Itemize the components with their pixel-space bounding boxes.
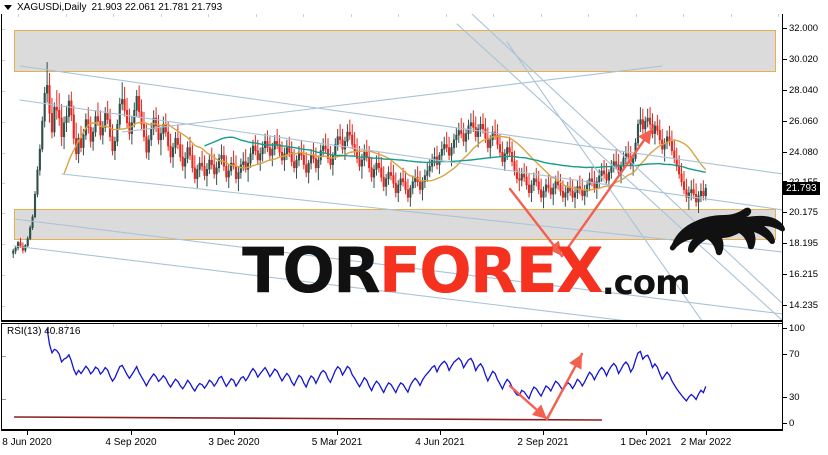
rsi-line [46, 328, 707, 402]
price-tick-label: 26.060 [783, 116, 818, 127]
grid-line-vertical [683, 324, 684, 429]
forecast-arrow-down[interactable] [508, 187, 564, 258]
rsi-tick-label: 70 [783, 350, 800, 360]
grid-line-horizontal [2, 29, 782, 31]
date-label: 3 Dec 2020 [208, 437, 260, 448]
grid-line-vertical [256, 324, 257, 429]
grid-line-vertical [18, 324, 19, 429]
candlestick-series [12, 62, 707, 259]
grid-line-vertical [303, 324, 304, 429]
rsi-series-layer [13, 328, 707, 421]
grid-line-vertical [778, 324, 779, 429]
forecast-arrow-up[interactable] [560, 127, 654, 258]
grid-line-vertical [636, 324, 637, 429]
price-scale[interactable]: 32.000 30.020 28.040 26.060 24.080 22.155 20.1… [783, 14, 828, 321]
symbol-header: XAGUSDi,Daily 21.903 22.061 21.781 21.79… [0, 0, 222, 15]
rsi-tick-label: 100 [783, 324, 805, 334]
grid-line-vertical [731, 324, 732, 429]
rsi-forecast-arrow-down[interactable] [508, 384, 549, 421]
grid-line-vertical [113, 324, 114, 429]
grid-line-vertical [351, 14, 352, 320]
date-tick [706, 431, 707, 435]
triangle-down-icon[interactable] [4, 5, 12, 10]
date-label: 8 Jun 2020 [2, 437, 52, 448]
price-tick-label: 22.155 [783, 177, 818, 188]
grid-line-vertical [256, 14, 257, 320]
price-tick-label: 20.175 [783, 208, 818, 218]
price-tick-label: 30.020 [783, 55, 818, 65]
grid-line-vertical [493, 324, 494, 429]
price-tick-label: 24.080 [783, 147, 818, 158]
grid-line-horizontal [2, 244, 782, 246]
date-tick [234, 431, 235, 435]
date-label: 4 Jun 2021 [415, 437, 465, 448]
grid-line-vertical [161, 324, 162, 429]
moving-average-slow [204, 136, 706, 173]
current-price-tag: 21.793 [783, 182, 820, 196]
rsi-level-line [2, 398, 782, 400]
date-axis: 8 Jun 2020 4 Sep 2020 3 Dec 2020 5 Mar 2021… [0, 431, 783, 455]
rsi-level-line [2, 356, 782, 358]
grid-line-vertical [541, 324, 542, 429]
grid-line-vertical [398, 324, 399, 429]
grid-line-horizontal [2, 305, 782, 307]
rsi-scale[interactable]: 100 70 30 0 [783, 323, 828, 430]
trendlines [13, 14, 782, 320]
grid-line-horizontal [2, 90, 782, 92]
price-chart-pane[interactable] [1, 14, 782, 321]
rsi-tick-label: 0 [783, 419, 794, 429]
rsi-indicator-label: RSI(13) 40.8716 [7, 326, 81, 337]
price-series-layer [12, 14, 782, 320]
date-label: 4 Sep 2020 [105, 437, 157, 448]
date-label: 2 Sep 2021 [517, 437, 569, 448]
grid-line-vertical [18, 14, 19, 320]
date-tick [646, 431, 647, 435]
pane-divider [1, 321, 782, 322]
price-tick-label: 14.235 [783, 300, 818, 311]
date-axis-line [1, 430, 782, 431]
date-tick [337, 431, 338, 435]
grid-line-vertical [351, 324, 352, 429]
date-label: 1 Dec 2021 [620, 437, 672, 448]
rsi-support-trendline [13, 416, 603, 421]
rsi-indicator-pane[interactable]: RSI(13) 40.8716 [1, 323, 782, 430]
grid-line-vertical [208, 324, 209, 429]
grid-line-vertical [778, 14, 779, 320]
grid-line-vertical [493, 14, 494, 320]
ohlc-values: 21.903 22.061 21.781 21.793 [91, 2, 223, 13]
grid-line-horizontal [2, 152, 782, 154]
date-label: 2 Mar 2022 [680, 437, 732, 448]
grid-line-vertical [66, 324, 67, 429]
grid-line-horizontal [2, 182, 782, 184]
grid-line-horizontal [2, 121, 782, 123]
grid-line-vertical [446, 324, 447, 429]
symbol-name: XAGUSDi,Daily [17, 2, 87, 13]
price-tick-label: 28.040 [783, 85, 818, 96]
price-tick-label: 16.215 [783, 269, 818, 280]
grid-line-vertical [113, 14, 114, 320]
grid-line-vertical [588, 324, 589, 429]
date-tick [27, 431, 28, 435]
rsi-forecast-arrow-up[interactable] [545, 352, 584, 421]
rsi-tick-label: 30 [783, 392, 800, 403]
grid-line-vertical [161, 14, 162, 320]
price-tick-label: 18.195 [783, 239, 818, 249]
date-tick [543, 431, 544, 435]
date-label: 5 Mar 2021 [311, 437, 363, 448]
grid-line-vertical [446, 14, 447, 320]
grid-line-horizontal [2, 274, 782, 276]
price-tick-label: 32.000 [783, 24, 818, 34]
supply-zone-rectangle[interactable] [14, 30, 776, 72]
date-tick [440, 431, 441, 435]
date-tick [131, 431, 132, 435]
